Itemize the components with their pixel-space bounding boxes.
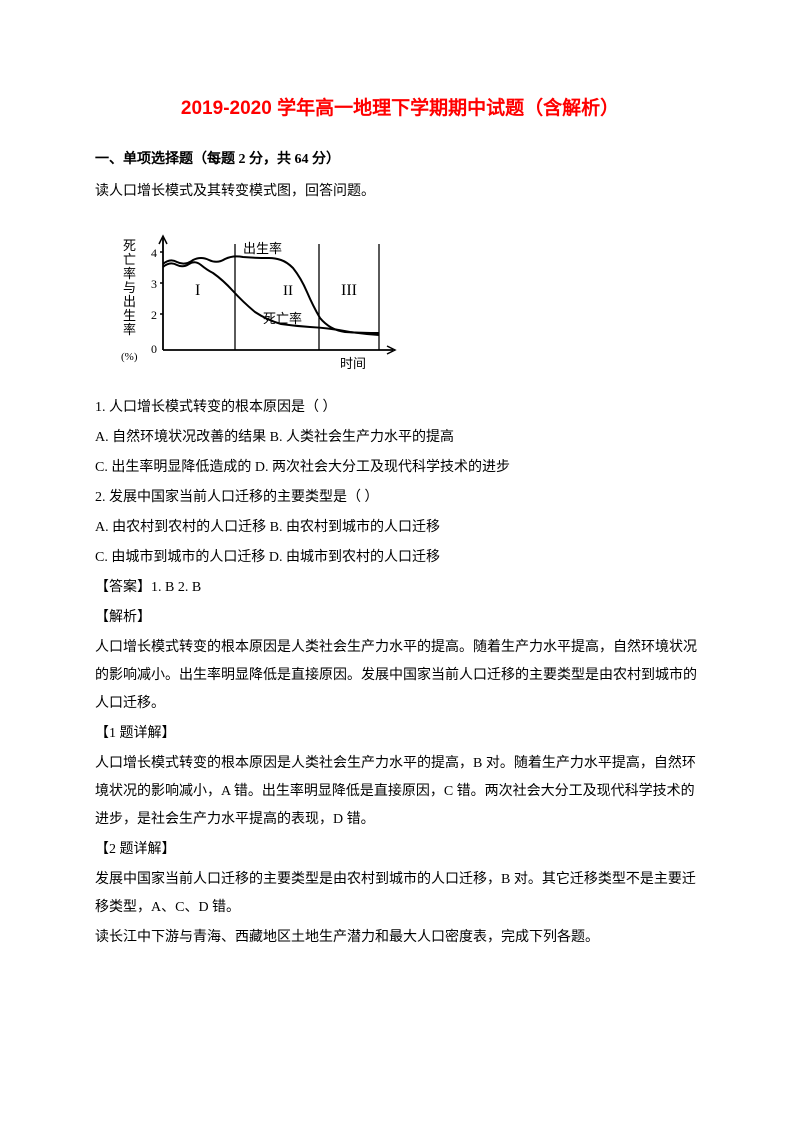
- question-2: 2. 发展中国家当前人口迁移的主要类型是（ ）: [95, 484, 705, 512]
- region-3: III: [341, 282, 357, 299]
- question-2-options-2: C. 由城市到城市的人口迁移 D. 由城市到农村的人口迁移: [95, 544, 705, 572]
- section-header: 一、单项选择题（每题 2 分，共 64 分）: [95, 146, 705, 174]
- answers: 【答案】1. B 2. B: [95, 574, 705, 602]
- detail-2-header: 【2 题详解】: [95, 836, 705, 864]
- population-growth-chart: 死 亡 率 与 出 生 率 (%) 4 3 2 0 I: [115, 220, 410, 380]
- question-1-options-2: C. 出生率明显降低造成的 D. 两次社会大分工及现代科学技术的进步: [95, 454, 705, 482]
- y-tick-0: 0: [151, 342, 157, 356]
- birth-rate-label: 出生率: [243, 241, 282, 256]
- y-axis-label: 死 亡 率 与 出 生 率: [123, 238, 139, 337]
- question-1-options-1: A. 自然环境状况改善的结果 B. 人类社会生产力水平的提高: [95, 424, 705, 452]
- y-tick-2: 2: [151, 308, 157, 322]
- y-tick-4: 4: [151, 246, 157, 260]
- x-axis-label: 时间: [340, 356, 366, 371]
- detail-1-text: 人口增长模式转变的根本原因是人类社会生产力水平的提高，B 对。随着生产力水平提高…: [95, 750, 705, 834]
- document-title: 2019-2020 学年高一地理下学期期中试题（含解析）: [95, 90, 705, 128]
- question-1: 1. 人口增长模式转变的根本原因是（ ）: [95, 394, 705, 422]
- region-1: I: [195, 282, 200, 299]
- intro-text: 读人口增长模式及其转变模式图，回答问题。: [95, 178, 705, 206]
- detail-2-text: 发展中国家当前人口迁移的主要类型是由农村到城市的人口迁移，B 对。其它迁移类型不…: [95, 866, 705, 922]
- detail-1-header: 【1 题详解】: [95, 720, 705, 748]
- next-intro: 读长江中下游与青海、西藏地区土地生产潜力和最大人口密度表，完成下列各题。: [95, 924, 705, 952]
- question-2-options-1: A. 由农村到农村的人口迁移 B. 由农村到城市的人口迁移: [95, 514, 705, 542]
- y-tick-3: 3: [151, 277, 157, 291]
- analysis-header: 【解析】: [95, 604, 705, 632]
- analysis-main: 人口增长模式转变的根本原因是人类社会生产力水平的提高。随着生产力水平提高，自然环…: [95, 634, 705, 718]
- region-2: II: [283, 283, 293, 299]
- death-rate-label: 死亡率: [263, 311, 302, 326]
- svg-text:(%): (%): [121, 351, 138, 363]
